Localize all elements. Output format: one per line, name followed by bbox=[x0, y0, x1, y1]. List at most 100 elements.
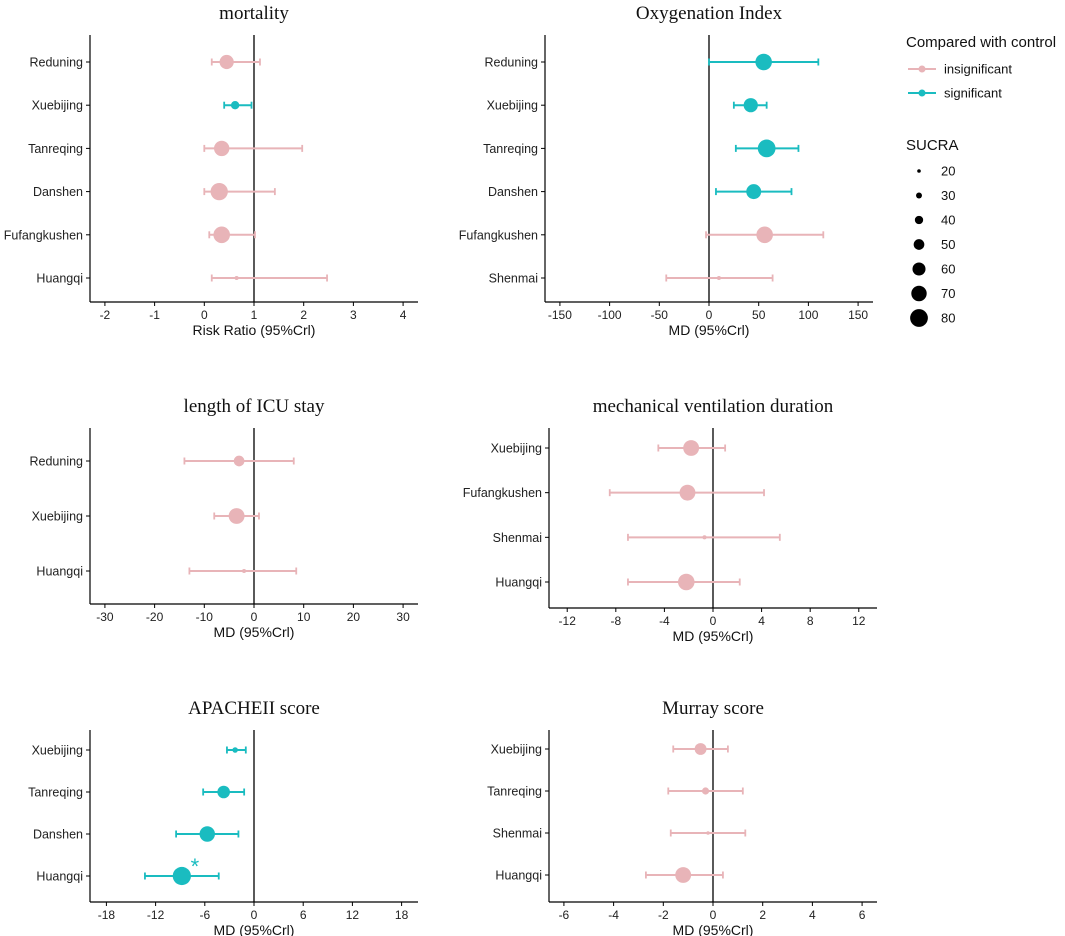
legend-color-swatch-dot bbox=[918, 89, 926, 97]
legend-size-label: 70 bbox=[941, 286, 955, 301]
point-estimate bbox=[702, 535, 707, 540]
y-tick-label: Reduning bbox=[484, 56, 538, 70]
point-estimate bbox=[228, 508, 245, 524]
y-tick-label: Xuebijing bbox=[487, 99, 538, 113]
panel-murray-score: Murray score -6 -4 -2 0 2 4 6 MD (95%Crl) Xuebiji… bbox=[487, 698, 877, 936]
point-estimate bbox=[242, 568, 247, 574]
x-tick-label: 0 bbox=[251, 908, 258, 922]
point-estimate bbox=[232, 747, 238, 753]
x-axis-label: MD (95%Crl) bbox=[673, 922, 754, 936]
y-tick-label: Shenmai bbox=[489, 272, 538, 286]
legend-size-label: 40 bbox=[941, 213, 955, 228]
point-estimate bbox=[213, 140, 230, 157]
legend-size-dot bbox=[914, 215, 924, 225]
panel-title: length of ICU stay bbox=[184, 396, 325, 417]
point-estimate bbox=[755, 53, 772, 71]
x-tick-label: -4 bbox=[659, 614, 670, 628]
point-estimate bbox=[716, 275, 721, 281]
x-tick-label: 0 bbox=[251, 610, 258, 624]
x-tick-label: 0 bbox=[706, 308, 713, 322]
point-estimate bbox=[230, 101, 240, 110]
panel-length-of-icu-stay: length of ICU stay -30 -20 -10 0 10 20 30 MD (95… bbox=[29, 396, 418, 640]
x-tick-label: 6 bbox=[859, 908, 866, 922]
y-tick-label: Xuebijing bbox=[32, 510, 83, 524]
y-tick-label: Fufangkushen bbox=[4, 228, 83, 242]
x-tick-label: -1 bbox=[149, 308, 160, 322]
x-axis-label: Risk Ratio (95%Crl) bbox=[193, 322, 316, 338]
x-tick-label: 30 bbox=[396, 610, 410, 624]
point-estimate bbox=[233, 455, 245, 467]
legend-color-label: significant bbox=[944, 86, 1002, 101]
point-estimate bbox=[217, 785, 230, 799]
point-estimate bbox=[743, 98, 758, 113]
y-tick-label: Fufangkushen bbox=[459, 228, 538, 242]
x-tick-label: -20 bbox=[146, 610, 164, 624]
x-tick-label: 1 bbox=[251, 308, 258, 322]
x-tick-label: -2 bbox=[658, 908, 669, 922]
x-tick-label: 20 bbox=[347, 610, 361, 624]
legend-size-label: 30 bbox=[941, 188, 955, 203]
panel-apacheii-score: APACHEII score -18 -12 -6 0 6 12 18 MD (95%Crl) X… bbox=[28, 698, 418, 936]
x-axis-label: MD (95%Crl) bbox=[669, 322, 750, 338]
legend-size-label: 60 bbox=[941, 262, 955, 277]
x-tick-label: 8 bbox=[807, 614, 814, 628]
legend-size-dot bbox=[912, 262, 926, 276]
x-tick-label: -12 bbox=[147, 908, 165, 922]
legend-size-dot bbox=[910, 309, 928, 327]
y-tick-label: Shenmai bbox=[493, 827, 542, 841]
x-tick-label: 0 bbox=[201, 308, 208, 322]
point-estimate bbox=[677, 573, 695, 591]
panel-title: Oxygenation Index bbox=[636, 3, 783, 24]
legend-color-label: insignificant bbox=[944, 62, 1012, 77]
y-tick-label: Tanreqing bbox=[28, 786, 83, 800]
x-tick-label: -12 bbox=[559, 614, 577, 628]
x-tick-label: 4 bbox=[400, 308, 407, 322]
panel-title: mechanical ventilation duration bbox=[593, 396, 834, 417]
point-estimate bbox=[199, 826, 215, 842]
y-tick-label: Xuebijing bbox=[32, 99, 83, 113]
point-estimate bbox=[675, 867, 692, 883]
x-tick-label: 6 bbox=[300, 908, 307, 922]
x-tick-label: 10 bbox=[297, 610, 311, 624]
y-tick-label: Huangqi bbox=[36, 565, 83, 579]
point-estimate bbox=[210, 182, 228, 201]
y-tick-label: Danshen bbox=[488, 185, 538, 199]
x-axis-label: MD (95%Crl) bbox=[214, 624, 295, 640]
point-estimate bbox=[679, 484, 696, 501]
y-tick-label: Xuebijing bbox=[491, 442, 542, 456]
x-tick-label: -100 bbox=[598, 308, 622, 322]
y-tick-label: Reduning bbox=[29, 455, 83, 469]
x-axis-label: MD (95%Crl) bbox=[214, 922, 295, 936]
y-tick-label: Tanreqing bbox=[28, 142, 83, 156]
x-tick-label: -6 bbox=[559, 908, 570, 922]
legend-size-label: 20 bbox=[941, 164, 955, 179]
x-tick-label: 3 bbox=[350, 308, 357, 322]
y-tick-label: Tanreqing bbox=[487, 785, 542, 799]
x-tick-label: 0 bbox=[710, 614, 717, 628]
legend-size-label: 80 bbox=[941, 311, 955, 326]
y-tick-label: Danshen bbox=[33, 828, 83, 842]
x-tick-label: 2 bbox=[759, 908, 766, 922]
legend-size-dot bbox=[911, 285, 927, 302]
x-tick-label: 150 bbox=[848, 308, 868, 322]
panel-mechanical-ventilation-duration: mechanical ventilation duration -12 -8 -4 0 4… bbox=[463, 396, 877, 644]
point-estimate bbox=[683, 440, 700, 456]
point-estimate bbox=[219, 54, 234, 70]
legend-size-dot bbox=[913, 239, 925, 250]
legend-color-swatch-dot bbox=[918, 65, 926, 73]
x-tick-label: -2 bbox=[100, 308, 111, 322]
point-estimate bbox=[757, 139, 776, 158]
panel-title: APACHEII score bbox=[188, 698, 320, 719]
x-tick-label: 2 bbox=[300, 308, 307, 322]
y-tick-label: Tanreqing bbox=[483, 142, 538, 156]
legend-color-title: Compared with control bbox=[906, 34, 1056, 51]
x-tick-label: -6 bbox=[199, 908, 210, 922]
x-tick-label: -10 bbox=[196, 610, 214, 624]
point-estimate bbox=[706, 831, 710, 835]
point-estimate bbox=[234, 275, 239, 281]
x-axis-label: MD (95%Crl) bbox=[673, 628, 754, 644]
point-estimate bbox=[746, 184, 762, 200]
x-tick-label: 4 bbox=[809, 908, 816, 922]
